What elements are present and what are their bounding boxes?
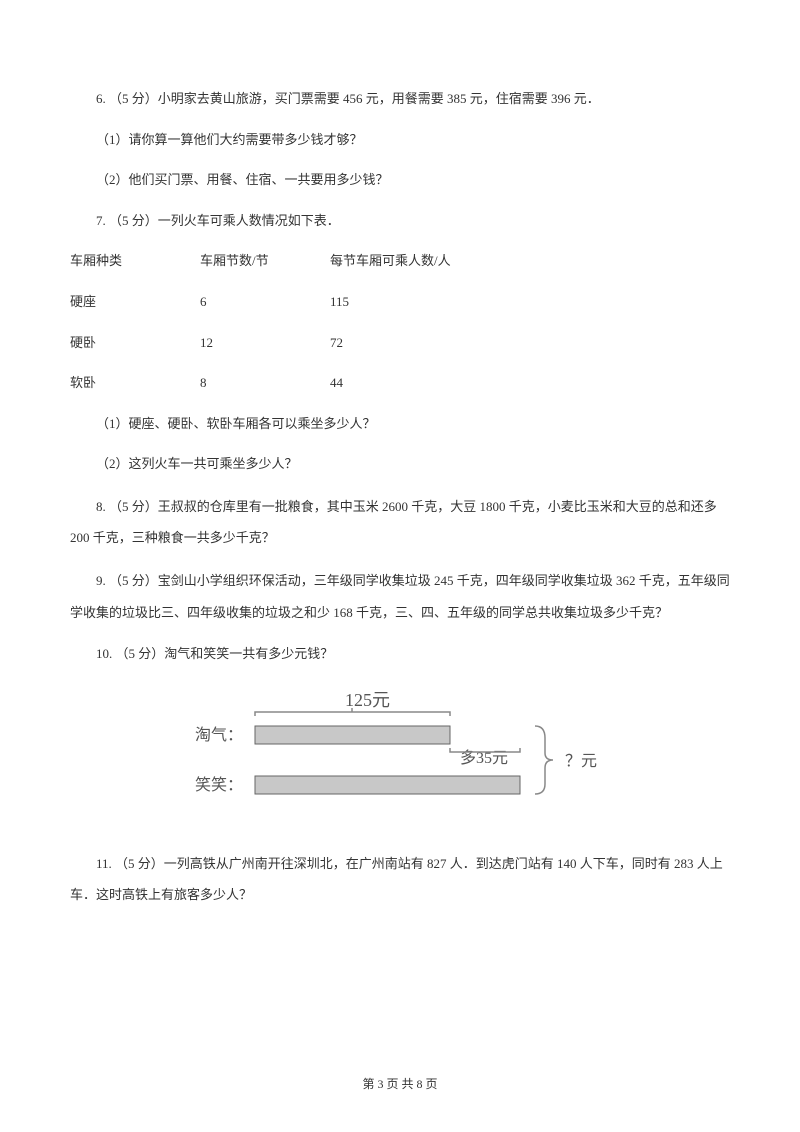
- q6-sub1: （1）请你算一算他们大约需要带多少钱才够？: [70, 126, 730, 155]
- table-row: 软卧 8 44: [70, 369, 730, 398]
- table-cell: 115: [330, 288, 530, 317]
- diagram-xiaoxiao-label: 笑笑：: [195, 776, 243, 794]
- q7-sub1: （1）硬座、硬卧、软卧车厢各可以乘坐多少人？: [70, 410, 730, 439]
- diagram-xiaoxiao-bar: [255, 776, 520, 794]
- diagram-top-label: 125元: [345, 690, 390, 710]
- q7-stem: 7. （5 分）一列火车可乘人数情况如下表．: [70, 207, 730, 236]
- table-cell: 44: [330, 369, 530, 398]
- table-header-cell: 车厢种类: [70, 247, 200, 276]
- q11-text: 11. （5 分）一列高铁从广州南开往深圳北，在广州南站有 827 人．到达虎门…: [70, 848, 730, 910]
- diagram-top-bracket: [255, 712, 450, 716]
- table-row: 硬卧 12 72: [70, 329, 730, 358]
- table-cell: 硬卧: [70, 329, 200, 358]
- q7-table: 车厢种类 车厢节数/节 每节车厢可乘人数/人 硬座 6 115 硬卧 12 72…: [70, 247, 730, 397]
- table-row: 硬座 6 115: [70, 288, 730, 317]
- q7-sub2: （2）这列火车一共可乘坐多少人？: [70, 450, 730, 479]
- table-cell: 软卧: [70, 369, 200, 398]
- q9-text: 9. （5 分）宝剑山小学组织环保活动，三年级同学收集垃圾 245 千克，四年级…: [70, 565, 730, 627]
- page-footer: 第 3 页 共 8 页: [0, 1071, 800, 1097]
- table-header-row: 车厢种类 车厢节数/节 每节车厢可乘人数/人: [70, 247, 730, 276]
- table-cell: 8: [200, 369, 330, 398]
- table-cell: 72: [330, 329, 530, 358]
- diagram-taoqi-label: 淘气：: [195, 726, 243, 744]
- table-cell: 6: [200, 288, 330, 317]
- q10-stem: 10. （5 分）淘气和笑笑一共有多少元钱？: [70, 640, 730, 669]
- table-cell: 硬座: [70, 288, 200, 317]
- diagram-right-label: ？元: [565, 753, 597, 770]
- diagram-taoqi-bar: [255, 726, 450, 744]
- q6-sub2: （2）他们买门票、用餐、住宿、一共要用多少钱？: [70, 166, 730, 195]
- q8-text: 8. （5 分）王叔叔的仓库里有一批粮食，其中玉米 2600 千克，大豆 180…: [70, 491, 730, 553]
- table-header-cell: 每节车厢可乘人数/人: [330, 247, 530, 276]
- table-header-cell: 车厢节数/节: [200, 247, 330, 276]
- table-cell: 12: [200, 329, 330, 358]
- q6-stem: 6. （5 分）小明家去黄山旅游，买门票需要 456 元，用餐需要 385 元，…: [70, 85, 730, 114]
- diagram-right-brace: [535, 726, 553, 794]
- q10-diagram: 125元 淘气： 多35元 笑笑： ？元: [175, 688, 625, 818]
